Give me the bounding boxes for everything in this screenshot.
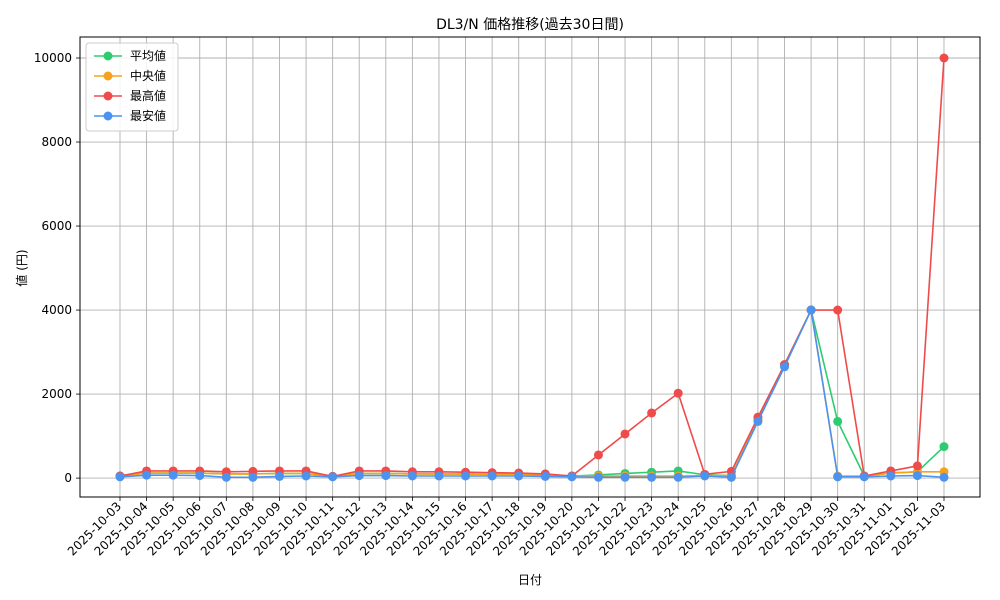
data-point bbox=[700, 471, 710, 481]
legend-marker bbox=[103, 111, 113, 121]
y-tick-label: 4000 bbox=[41, 303, 72, 317]
plot-frame bbox=[79, 36, 981, 498]
data-point bbox=[939, 442, 949, 452]
data-point bbox=[514, 471, 524, 481]
data-point bbox=[833, 416, 843, 426]
data-point bbox=[142, 470, 152, 480]
legend-box bbox=[85, 42, 179, 132]
data-point bbox=[354, 471, 364, 481]
data-point bbox=[912, 471, 922, 481]
data-point bbox=[593, 450, 603, 460]
data-point bbox=[168, 470, 178, 480]
data-point bbox=[647, 408, 657, 418]
data-point bbox=[912, 461, 922, 471]
data-point bbox=[301, 471, 311, 481]
legend-item: 平均値 bbox=[94, 48, 166, 63]
legend-item: 最高値 bbox=[94, 88, 166, 103]
data-point bbox=[328, 472, 338, 482]
data-point bbox=[593, 472, 603, 482]
data-point bbox=[221, 472, 231, 482]
data-point bbox=[487, 471, 497, 481]
data-point bbox=[620, 429, 630, 439]
legend-item: 中央値 bbox=[94, 68, 166, 83]
data-point bbox=[939, 472, 949, 482]
legend-label: 最安値 bbox=[130, 108, 166, 123]
x-axis-title: 日付 bbox=[518, 573, 542, 587]
data-point bbox=[833, 305, 843, 315]
legend-item: 最安値 bbox=[94, 108, 166, 123]
data-point bbox=[195, 471, 205, 481]
chart-title: DL3/N 価格推移(過去30日間) bbox=[436, 17, 624, 33]
y-tick-label: 0 bbox=[64, 471, 72, 485]
legend-marker bbox=[103, 71, 113, 81]
data-point bbox=[540, 471, 550, 481]
data-point bbox=[859, 472, 869, 482]
legend-marker bbox=[103, 51, 113, 61]
y-axis-title: 値 (円) bbox=[14, 249, 29, 286]
data-point bbox=[434, 471, 444, 481]
data-point bbox=[833, 472, 843, 482]
legend-label: 最高値 bbox=[130, 88, 166, 103]
data-point bbox=[673, 472, 683, 482]
data-point bbox=[248, 472, 258, 482]
y-tick-label: 6000 bbox=[41, 219, 72, 233]
data-point bbox=[567, 472, 577, 482]
y-tick-label: 10000 bbox=[34, 51, 72, 65]
data-point bbox=[115, 472, 125, 482]
legend-marker bbox=[103, 91, 113, 101]
data-point bbox=[647, 472, 657, 482]
data-point bbox=[780, 362, 790, 372]
data-point bbox=[726, 472, 736, 482]
data-point bbox=[381, 471, 391, 481]
series-4 bbox=[115, 305, 949, 482]
y-tick-label: 8000 bbox=[41, 135, 72, 149]
y-tick-label: 2000 bbox=[41, 387, 72, 401]
data-point bbox=[274, 471, 284, 481]
legend-label: 中央値 bbox=[130, 68, 166, 83]
data-point bbox=[620, 472, 630, 482]
data-point bbox=[806, 305, 816, 315]
data-point bbox=[673, 388, 683, 398]
data-point bbox=[461, 471, 471, 481]
series-layer bbox=[115, 53, 949, 482]
data-point bbox=[753, 416, 763, 426]
data-point bbox=[407, 471, 417, 481]
data-point bbox=[939, 53, 949, 63]
data-point bbox=[886, 471, 896, 481]
legend-label: 平均値 bbox=[130, 48, 166, 63]
